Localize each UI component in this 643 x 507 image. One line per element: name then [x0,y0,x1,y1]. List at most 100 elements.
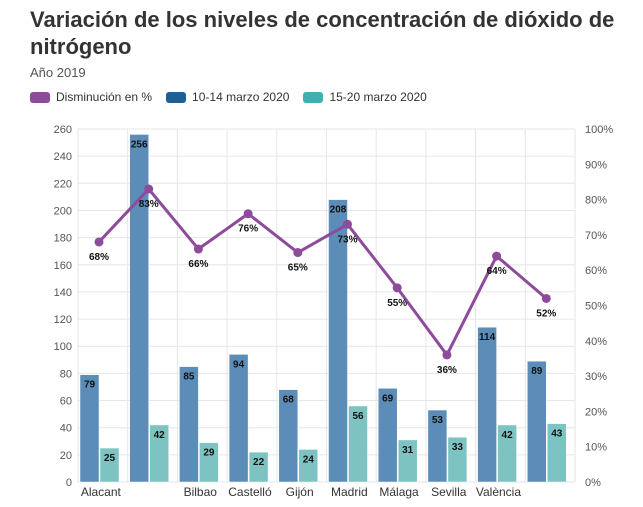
line-point [293,248,303,258]
bar-label-series-a: 79 [84,380,96,391]
legend-swatch-series-a [166,91,187,103]
y-left-tick-label: 140 [54,287,72,299]
bar-series-a [228,354,249,483]
y-left-tick-label: 80 [60,368,72,380]
y-right-tick-label: 80% [585,195,607,207]
y-left-tick-label: 120 [54,314,72,326]
y-left-tick-label: 40 [60,423,72,435]
y-right-tick-label: 100% [585,124,613,136]
bar-series-b [397,439,418,483]
line-point [492,251,502,261]
y-right-tick-label: 0% [585,477,601,489]
bar-series-b [447,436,468,483]
x-tick-label: Málaga [379,485,419,499]
bar-series-a [79,374,100,483]
line-point-label: 36% [437,365,457,376]
y-left-tick-label: 160 [54,260,72,272]
bar-label-series-a: 89 [531,366,543,377]
bar-label-series-a: 68 [283,395,295,406]
bar-series-b [497,424,517,483]
bar-label-series-b: 29 [203,448,215,459]
bar-label-series-b: 33 [452,442,464,453]
legend-item-line[interactable]: Disminución en % [30,90,152,104]
legend-swatch-series-b [303,91,324,103]
line-point-label: 66% [188,259,208,270]
line-point-label: 68% [89,252,109,263]
legend-item-series-b[interactable]: 15-20 marzo 2020 [303,90,427,104]
x-tick-label: Gijón [286,485,314,499]
bar-label-series-a: 53 [432,415,444,426]
line-point [243,209,253,219]
bar-label-series-a: 94 [233,359,245,370]
bar-label-series-b: 43 [551,429,563,440]
bar-series-a [129,134,149,483]
line-point [541,293,551,303]
x-tick-label: Sevilla [431,485,467,499]
legend-swatch-line [30,91,50,103]
bar-label-series-a: 114 [479,332,496,343]
y-left-tick-label: 0 [66,477,72,489]
legend-item-series-a[interactable]: 10-14 marzo 2020 [166,90,289,104]
bar-series-b [298,449,319,483]
line-point-label: 83% [139,199,159,210]
y-left-tick-label: 200 [54,205,72,217]
y-left-tick-label: 240 [54,151,72,163]
line-point [144,184,154,194]
line-point-label: 65% [288,263,308,274]
bar-label-series-b: 22 [253,457,265,468]
line-point [343,219,352,229]
bar-label-series-a: 208 [330,205,347,216]
bar-label-series-b: 42 [154,430,166,441]
bar-series-a [527,360,547,483]
bar-label-series-b: 25 [104,453,116,464]
bar-series-b [547,423,567,483]
bar-label-series-b: 31 [402,445,414,456]
bar-series-a [328,199,348,483]
line-point-label: 55% [387,298,407,309]
chart-title: Variación de los niveles de concentració… [30,7,615,59]
y-right-tick-label: 10% [585,442,607,454]
x-tick-label: Alacant [81,485,122,499]
bar-series-b [248,451,269,483]
y-right-tick-label: 90% [585,159,607,171]
line-point [193,244,203,254]
x-tick-label: València [476,485,521,499]
bar-label-series-a: 85 [183,372,195,383]
x-tick-label: Madrid [331,485,368,499]
bar-series-a [477,326,497,483]
bar-series-a [427,409,448,483]
bar-series-b [199,442,219,483]
y-left-tick-label: 260 [54,124,72,136]
line-point-label: 73% [337,234,357,245]
line-point-label: 52% [536,308,556,319]
y-left-tick-label: 20 [60,450,72,462]
y-right-tick-label: 20% [585,406,607,418]
y-left-tick-label: 220 [54,178,72,190]
legend-label-line: Disminución en % [56,90,153,104]
y-left-tick-label: 60 [60,396,72,408]
x-tick-label: Bilbao [184,485,218,499]
bar-series-b [99,447,120,483]
y-left-tick-label: 180 [54,233,72,245]
y-right-tick-label: 30% [585,371,607,383]
line-series [97,187,548,357]
legend-label-series-b: 15-20 marzo 2020 [329,90,427,104]
bar-label-series-b: 24 [303,454,315,465]
x-tick-label: Castelló [228,485,272,499]
y-right-tick-label: 50% [585,301,607,313]
legend-label-series-a: 10-14 marzo 2020 [192,90,290,104]
bar-label-series-a: 69 [382,393,394,404]
y-right-tick-label: 70% [585,230,607,242]
line-point [94,237,104,247]
y-right-tick-label: 60% [585,265,607,277]
bar-series-a [377,388,398,483]
y-right-tick-label: 40% [585,336,607,348]
bar-series-b [348,405,368,483]
bar-series-b [149,424,169,483]
line-point-label: 64% [487,266,507,277]
line-point [442,350,452,360]
bar-series-a [278,389,299,483]
bar-series-a [179,366,199,483]
chart-legend: Disminución en % 10-14 marzo 2020 15-20 … [30,90,441,104]
